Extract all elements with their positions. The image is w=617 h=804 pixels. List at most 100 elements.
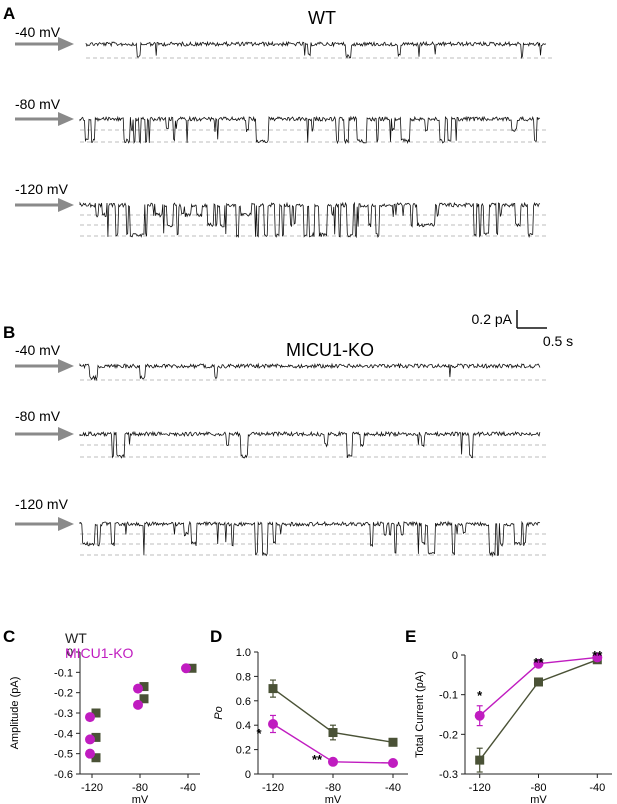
trace-a3-label: -120 mV: [15, 181, 69, 197]
y-tick-label: 1.0: [236, 647, 251, 659]
closed-level-arrowhead: [58, 198, 74, 212]
significance-marker: **: [312, 752, 323, 767]
data-point: [91, 708, 101, 718]
y-axis-label: Amplitude (pA): [9, 677, 21, 750]
data-point: [268, 718, 278, 729]
trace-4: [15, 359, 546, 382]
y-tick-label: 0.4: [236, 720, 251, 732]
trace-a1-label: -40 mV: [15, 24, 61, 40]
data-point: [328, 756, 338, 767]
trace-5: [15, 427, 546, 459]
significance-marker: **: [592, 648, 603, 663]
x-axis-label: mV: [530, 794, 547, 804]
y-tick-label: -0.3: [54, 708, 73, 720]
y-tick-label: -0.6: [54, 769, 73, 781]
x-axis-label: mV: [325, 794, 342, 804]
panel-d-letter: D: [210, 627, 222, 646]
data-point: [91, 753, 101, 763]
closed-level-arrowhead: [58, 112, 74, 126]
panel-e-letter: E: [405, 627, 416, 646]
x-tick-label: -80: [531, 782, 547, 794]
data-point: [534, 677, 543, 687]
scale-bar-time-label: 0.5 s: [543, 333, 573, 349]
x-tick-label: -40: [180, 782, 196, 794]
y-tick-label: -0.2: [54, 688, 73, 700]
x-axis-label: mV: [132, 794, 149, 804]
data-point: [139, 694, 149, 704]
trace-1: [15, 37, 552, 60]
x-tick-label: -120: [469, 782, 491, 794]
current-trace-path: [79, 520, 541, 558]
trace-6: [15, 517, 546, 558]
y-tick-label: 0.2: [236, 745, 251, 757]
closed-level-arrowhead: [58, 359, 74, 373]
x-tick-label: -40: [385, 782, 401, 794]
significance-marker: *: [256, 726, 262, 741]
trace-b3-label: -120 mV: [15, 496, 69, 512]
legend-wt: WT: [65, 630, 87, 646]
legend-micu1-ko: MICU1-KO: [65, 645, 134, 661]
data-point: [139, 682, 149, 692]
current-trace-path: [79, 362, 541, 382]
y-tick-label: -0.1: [439, 690, 458, 702]
data-point: [187, 663, 197, 673]
data-point: [533, 658, 544, 669]
trace-a2-label: -80 mV: [15, 96, 61, 112]
data-point: [85, 748, 95, 759]
panel-c-letter: C: [3, 627, 15, 646]
x-tick-label: -40: [589, 782, 605, 794]
chart-e: 0 -0.1 -0.2 -0.3 -120 -80 -40 mV Total Current (…: [414, 648, 612, 804]
data-point: [85, 734, 95, 745]
data-point: [388, 758, 398, 769]
panel-b-letter: B: [3, 323, 15, 342]
closed-level-arrowhead: [58, 37, 74, 51]
trace-3: [15, 198, 546, 239]
closed-level-arrowhead: [58, 517, 74, 531]
data-point: [133, 683, 143, 694]
significance-marker: **: [533, 655, 544, 670]
series-line: [479, 659, 598, 761]
y-axis-label: Po: [213, 706, 225, 719]
current-trace-path: [79, 201, 541, 239]
panel-a-title: WT: [308, 8, 336, 28]
current-trace-path: [79, 430, 541, 459]
data-point: [85, 712, 95, 723]
y-tick-label: 0: [67, 647, 73, 659]
chart-c: 0 -0.1 -0.2 -0.3 -0.4 -0.5 -0.6 -120 -80 -40 mV Amp…: [9, 630, 200, 804]
data-point: [133, 699, 143, 710]
y-tick-label: -0.5: [54, 749, 73, 761]
y-tick-label: 0.6: [236, 696, 251, 708]
significance-marker: *: [477, 688, 483, 703]
data-point: [181, 663, 191, 674]
closed-level-arrowhead: [58, 427, 74, 441]
data-point: [475, 755, 485, 765]
data-point: [592, 652, 603, 663]
data-point: [91, 732, 101, 742]
y-tick-label: -0.2: [439, 729, 458, 741]
data-point: [268, 684, 278, 694]
data-point: [328, 728, 338, 738]
y-tick-label: -0.1: [54, 667, 73, 679]
data-point: [388, 737, 398, 747]
scale-bar: 0.2 pA 0.5 s: [472, 310, 573, 349]
current-trace-path: [79, 115, 541, 145]
current-traces: [15, 37, 552, 558]
trace-b1-label: -40 mV: [15, 342, 61, 358]
y-axis-label: Total Current (pA): [414, 671, 426, 758]
x-tick-label: -120: [262, 782, 284, 794]
y-tick-label: -0.3: [439, 769, 458, 781]
y-tick-label: 0: [245, 769, 251, 781]
y-tick-label: 0: [452, 650, 458, 662]
trace-2: [15, 112, 546, 145]
current-trace-path: [85, 40, 547, 60]
y-tick-label: -0.4: [54, 728, 73, 740]
scale-bar-amplitude-label: 0.2 pA: [472, 311, 513, 327]
x-tick-label: -120: [81, 782, 103, 794]
x-tick-label: -80: [132, 782, 148, 794]
x-tick-label: -80: [325, 782, 341, 794]
panel-a-letter: A: [3, 4, 15, 23]
panel-b-title: MICU1-KO: [286, 340, 374, 360]
trace-b2-label: -80 mV: [15, 408, 61, 424]
data-point: [474, 710, 485, 721]
